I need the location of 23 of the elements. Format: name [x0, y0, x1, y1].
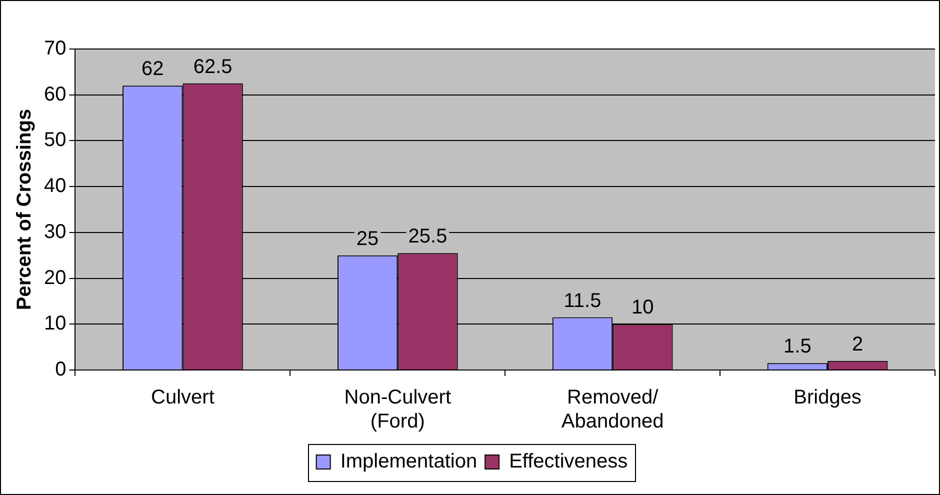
data-label: 2	[852, 333, 864, 356]
x-tick-label: Non-Culvert (Ford)	[344, 386, 452, 433]
y-tick-label: 20	[44, 266, 66, 289]
y-tick-label: 10	[44, 312, 66, 335]
y-tick-label: 40	[44, 175, 66, 198]
legend-label: Implementation	[340, 450, 478, 473]
data-label: 62	[142, 58, 164, 80]
data-label: 10	[632, 296, 654, 319]
legend-label: Effectiveness	[509, 450, 628, 473]
x-tick-label: Culvert	[151, 386, 215, 409]
x-tick-label: Removed/ Abandoned	[561, 386, 664, 433]
y-axis-title: Percent of Crossings	[14, 108, 36, 310]
data-label: 62.5	[193, 56, 232, 78]
y-tick-label: 0	[55, 358, 66, 381]
y-tick-label: 60	[44, 83, 66, 106]
y-tick-label: 50	[44, 129, 66, 152]
y-tick-label: 70	[44, 38, 66, 60]
data-label: 25.5	[408, 226, 448, 248]
y-tick-label: 30	[44, 220, 66, 243]
x-tick-label: Bridges	[794, 386, 862, 409]
data-label: 1.5	[784, 336, 812, 358]
data-label: 11.5	[564, 290, 602, 312]
data-label: 25	[356, 228, 379, 250]
